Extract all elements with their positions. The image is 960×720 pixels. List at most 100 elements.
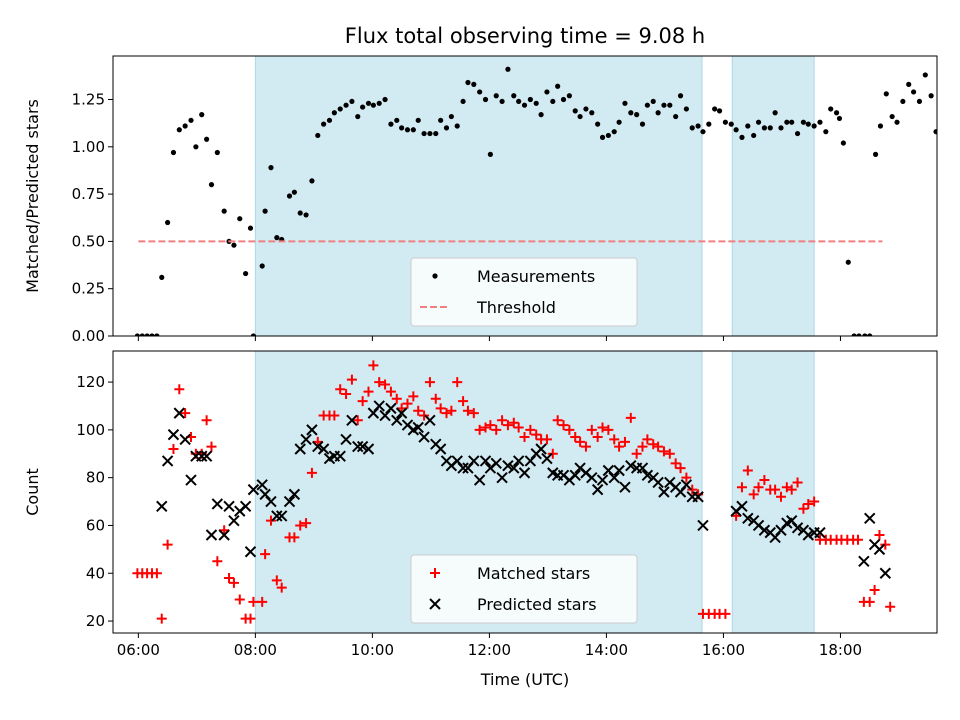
measurement-point <box>394 117 400 123</box>
matched-star-point <box>341 389 352 400</box>
legend-label: Predicted stars <box>477 595 597 614</box>
measurement-point <box>583 106 589 112</box>
matched-star-point <box>413 405 424 416</box>
measurement-point <box>616 119 622 125</box>
matched-star-point <box>580 441 591 452</box>
measurement-point <box>499 98 505 105</box>
predicted-star-point <box>256 479 268 491</box>
y-tick-label: 60 <box>86 516 105 534</box>
predicted-star-point <box>608 471 620 484</box>
measurement-point <box>722 119 728 125</box>
measurement-point <box>644 102 650 108</box>
predicted-star-point <box>791 522 804 534</box>
measurement-point <box>538 112 544 118</box>
measurement-point <box>291 189 297 195</box>
predicted-star-point <box>535 443 547 455</box>
measurement-point <box>427 130 433 137</box>
measurement-point <box>566 93 572 99</box>
matched-star-point <box>531 429 542 440</box>
predicted-star-point <box>636 462 649 474</box>
legend-label: Threshold <box>476 298 556 317</box>
measurement-point <box>845 259 851 265</box>
measurement-point <box>739 134 745 140</box>
measurement-point <box>900 98 906 105</box>
predicted-star-point <box>680 479 693 491</box>
matched-star-point <box>625 412 636 423</box>
measurement-point <box>811 123 817 129</box>
measurement-point <box>286 193 293 199</box>
matched-star-point <box>880 539 891 550</box>
measurement-point <box>204 136 210 142</box>
predicted-star-point <box>457 462 469 474</box>
measurement-point <box>789 119 795 125</box>
predicted-star-point <box>362 443 375 455</box>
matched-star-point <box>430 393 441 404</box>
y-tick-label: 1.00 <box>72 138 105 156</box>
measurement-point <box>262 208 268 214</box>
matched-star-point <box>497 415 508 426</box>
x-tick-label: 14:00 <box>585 641 628 659</box>
predicted-star-point <box>228 514 240 527</box>
x-tick-label: 06:00 <box>117 641 160 659</box>
measurement-point <box>144 333 150 336</box>
measurement-point <box>376 100 382 106</box>
matched-star-point <box>631 448 642 459</box>
measurement-point <box>833 110 840 116</box>
matched-star-point <box>798 503 809 514</box>
predicted-star-point <box>569 469 581 481</box>
legend: Measurements Threshold <box>410 257 638 327</box>
predicted-star-point <box>211 498 224 510</box>
measurement-point <box>182 123 188 129</box>
measurement-point <box>477 89 483 95</box>
matched-star-point <box>809 496 820 507</box>
measurement-point <box>894 119 900 125</box>
matched-star-point <box>462 405 473 416</box>
matched-star-point <box>508 417 519 428</box>
measurement-point <box>906 81 912 87</box>
matched-star-point <box>786 484 797 495</box>
predicted-star-point <box>586 471 598 484</box>
measurement-point <box>550 98 556 105</box>
matched-star-point <box>748 489 759 500</box>
measurement-point <box>784 119 790 125</box>
measurement-point <box>872 151 879 157</box>
matched-star-point <box>435 403 446 414</box>
measurement-point <box>560 96 567 103</box>
predicted-star-point <box>873 543 886 556</box>
measurement-point <box>794 130 801 137</box>
matched-star-point <box>603 424 614 435</box>
legend-plus-icon <box>430 568 440 578</box>
predicted-star-point <box>518 467 531 479</box>
matched-star-point <box>491 424 502 435</box>
measurement-point <box>315 132 321 139</box>
predicted-star-point <box>490 457 502 470</box>
measurement-point <box>237 216 243 222</box>
matched-star-point <box>592 432 603 443</box>
matched-star-point <box>329 410 340 421</box>
measurement-point <box>716 108 723 114</box>
measurement-point <box>733 127 739 133</box>
measurement-point <box>460 98 466 105</box>
measurement-point <box>595 121 601 127</box>
matched-star-point <box>446 405 457 416</box>
matched-star-point <box>731 510 742 521</box>
predicted-star-point <box>218 529 230 541</box>
predicted-star-point <box>340 433 352 446</box>
measurement-point <box>309 178 315 184</box>
predicted-star-point <box>641 469 654 481</box>
measurement-point <box>628 110 634 116</box>
predicted-star-point <box>742 512 754 524</box>
matched-star-point <box>637 441 648 452</box>
matched-star-point <box>681 472 692 483</box>
matched-star-point <box>609 434 620 445</box>
measurement-point <box>951 95 956 100</box>
predicted-star-point <box>271 510 283 522</box>
predicted-star-point <box>385 402 397 415</box>
measurement-point <box>877 123 884 129</box>
y-tick-label: 80 <box>86 469 105 487</box>
predicted-star-point <box>858 555 870 568</box>
measurement-point <box>159 274 165 280</box>
matched-star-point <box>301 518 312 529</box>
matched-star-point <box>295 520 306 531</box>
matched-star-point <box>380 379 391 390</box>
